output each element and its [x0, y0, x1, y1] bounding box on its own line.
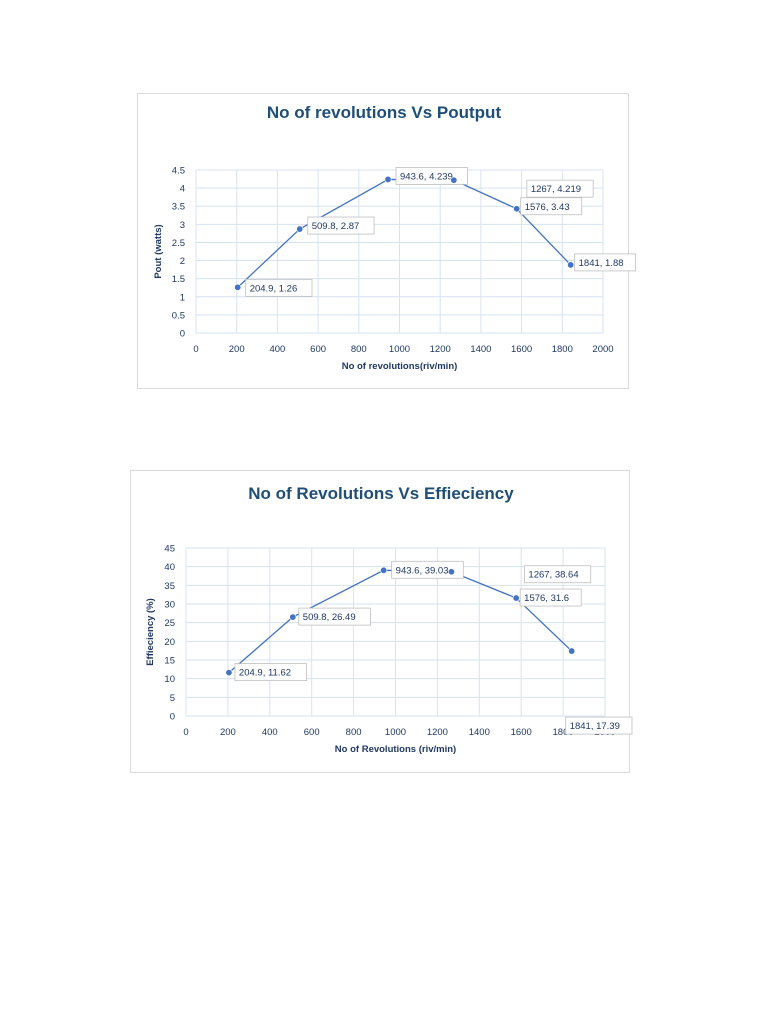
chart2-y-tick-label: 40: [164, 562, 175, 573]
chart1-x-tick-label: 0: [193, 344, 198, 355]
chart1-y-tick-label: 0.5: [172, 310, 185, 321]
chart1-data-label: 943.6, 4.239: [400, 171, 453, 182]
chart2-x-tick-label: 800: [346, 727, 362, 738]
chart1-data-point: [296, 225, 304, 233]
chart2-data-label: 509.8, 26.49: [303, 612, 356, 623]
chart1-data-label-box: [395, 167, 469, 185]
chart2-data-label: 1576, 31.6: [524, 593, 569, 604]
chart2-data-label-box: [519, 588, 582, 607]
chart1-data-label-box: [520, 197, 583, 216]
chart2-x-tick-label: 600: [304, 727, 320, 738]
chart1-data-point: [234, 283, 242, 291]
chart1-y-tick-label: 3: [180, 220, 185, 231]
chart2-data-label: 204.9, 11.62: [239, 668, 291, 679]
chart1-x-tick-label: 400: [269, 344, 285, 355]
chart2-y-tick-label: 35: [164, 581, 175, 592]
chart1-data-label-box: [574, 253, 637, 272]
chart1-data-label-box: [307, 216, 375, 235]
chart1-y-axis-title: Pout (watts): [153, 224, 164, 278]
chart2-data-label-box: [524, 565, 592, 584]
chart2-data-point: [512, 594, 520, 602]
chart1-x-tick-label: 200: [229, 344, 245, 355]
chart1-y-tick-label: 1.5: [172, 274, 185, 285]
chart2-y-tick-label: 25: [164, 618, 175, 629]
chart1-x-axis-title: No of revolutions(riv/min): [342, 361, 458, 372]
chart1-data-label-box: [245, 278, 313, 297]
chart2-data-label: 943.6, 39.03: [396, 565, 449, 576]
chart1-data-point: [567, 261, 575, 269]
chart1-data-label-box: [526, 179, 594, 198]
chart2-data-point: [289, 613, 297, 621]
chart1-y-tick-label: 4.5: [172, 166, 185, 177]
chart2-title: No of Revolutions Vs Effieciency: [248, 484, 514, 503]
chart1-x-tick-label: 600: [310, 344, 326, 355]
chart1-x-tick-label: 1800: [552, 344, 573, 355]
chart1-y-tick-label: 4: [180, 184, 185, 195]
chart2-x-tick-label: 1600: [511, 727, 532, 738]
chart2-data-label-box: [391, 560, 464, 579]
chart2-data-point: [380, 566, 388, 574]
chart2-y-axis-title: Effieciency (%): [145, 598, 156, 666]
chart2-y-tick-label: 5: [170, 693, 175, 704]
chart2-data-point: [447, 568, 455, 576]
chart1-data-point: [384, 175, 392, 183]
chart1-series-line: [237, 178, 572, 288]
chart2-x-tick-label: 1200: [427, 727, 448, 738]
chart1-x-tick-label: 800: [351, 344, 367, 355]
chart1-x-tick-label: 1000: [389, 344, 410, 355]
chart2-y-tick-label: 30: [164, 600, 175, 611]
chart2-x-tick-label: 1800: [553, 727, 574, 738]
chart1-title: No of revolutions Vs Poutput: [267, 103, 502, 122]
chart1-y-tick-label: 2: [180, 256, 185, 267]
chart1-data-label: 1841, 1.88: [579, 258, 624, 269]
chart-efficiency: No of Revolutions Vs Effieciency 0 200 400 6…: [130, 470, 633, 773]
chart1-x-tick-label: 1600: [511, 344, 532, 355]
chart1-data-point: [450, 176, 458, 184]
chart2-y-tick-label: 15: [164, 656, 175, 667]
chart2-data-label: 1267, 38.64: [528, 570, 578, 581]
chart1-x-tick-label: 2000: [592, 344, 613, 355]
chart1-x-tick-label: 1400: [470, 344, 491, 355]
chart1-y-tick-label: 0: [180, 329, 185, 340]
chart2-data-label: 1841, 17.39: [570, 721, 620, 732]
chart2-x-axis-title: No of Revolutions (riv/min): [335, 744, 456, 755]
chart1-data-point: [513, 205, 521, 213]
chart2-data-point: [225, 669, 233, 677]
chart2-x-tick-label: 400: [262, 727, 278, 738]
chart2-y-tick-label: 10: [164, 674, 175, 685]
chart2-x-tick-label: 1000: [385, 727, 406, 738]
chart-poutput-svg: No of revolutions Vs Poutput 0 200 400 600 80…: [153, 103, 637, 372]
chart1-data-label: 1267, 4.219: [531, 184, 581, 195]
chart2-data-point: [568, 647, 576, 655]
chart2-y-tick-label: 20: [164, 637, 175, 648]
chart2-x-tick-label: 0: [183, 727, 188, 738]
chart2-y-tick-label: 45: [164, 544, 175, 555]
chart2-data-label-box: [234, 663, 307, 682]
chart1-x-tick-label: 1200: [430, 344, 451, 355]
chart1-data-label: 204.9, 1.26: [250, 283, 298, 294]
chart1-data-label: 509.8, 2.87: [312, 221, 360, 232]
chart2-data-label-box: [565, 716, 633, 735]
chart1-data-label: 1576, 3.43: [525, 202, 570, 213]
chart2-x-tick-label: 200: [220, 727, 236, 738]
chart2-x-tick-label: 1400: [469, 727, 490, 738]
chart1-y-tick-label: 1: [180, 292, 185, 303]
chart2-data-label-box: [298, 607, 371, 626]
chart1-y-tick-label: 2.5: [172, 238, 185, 249]
chart2-y-tick-label: 0: [170, 712, 175, 723]
chart-poutput: No of revolutions Vs Poutput 0 200 400 600 80…: [137, 93, 637, 389]
chart1-y-tick-label: 3.5: [172, 202, 185, 213]
